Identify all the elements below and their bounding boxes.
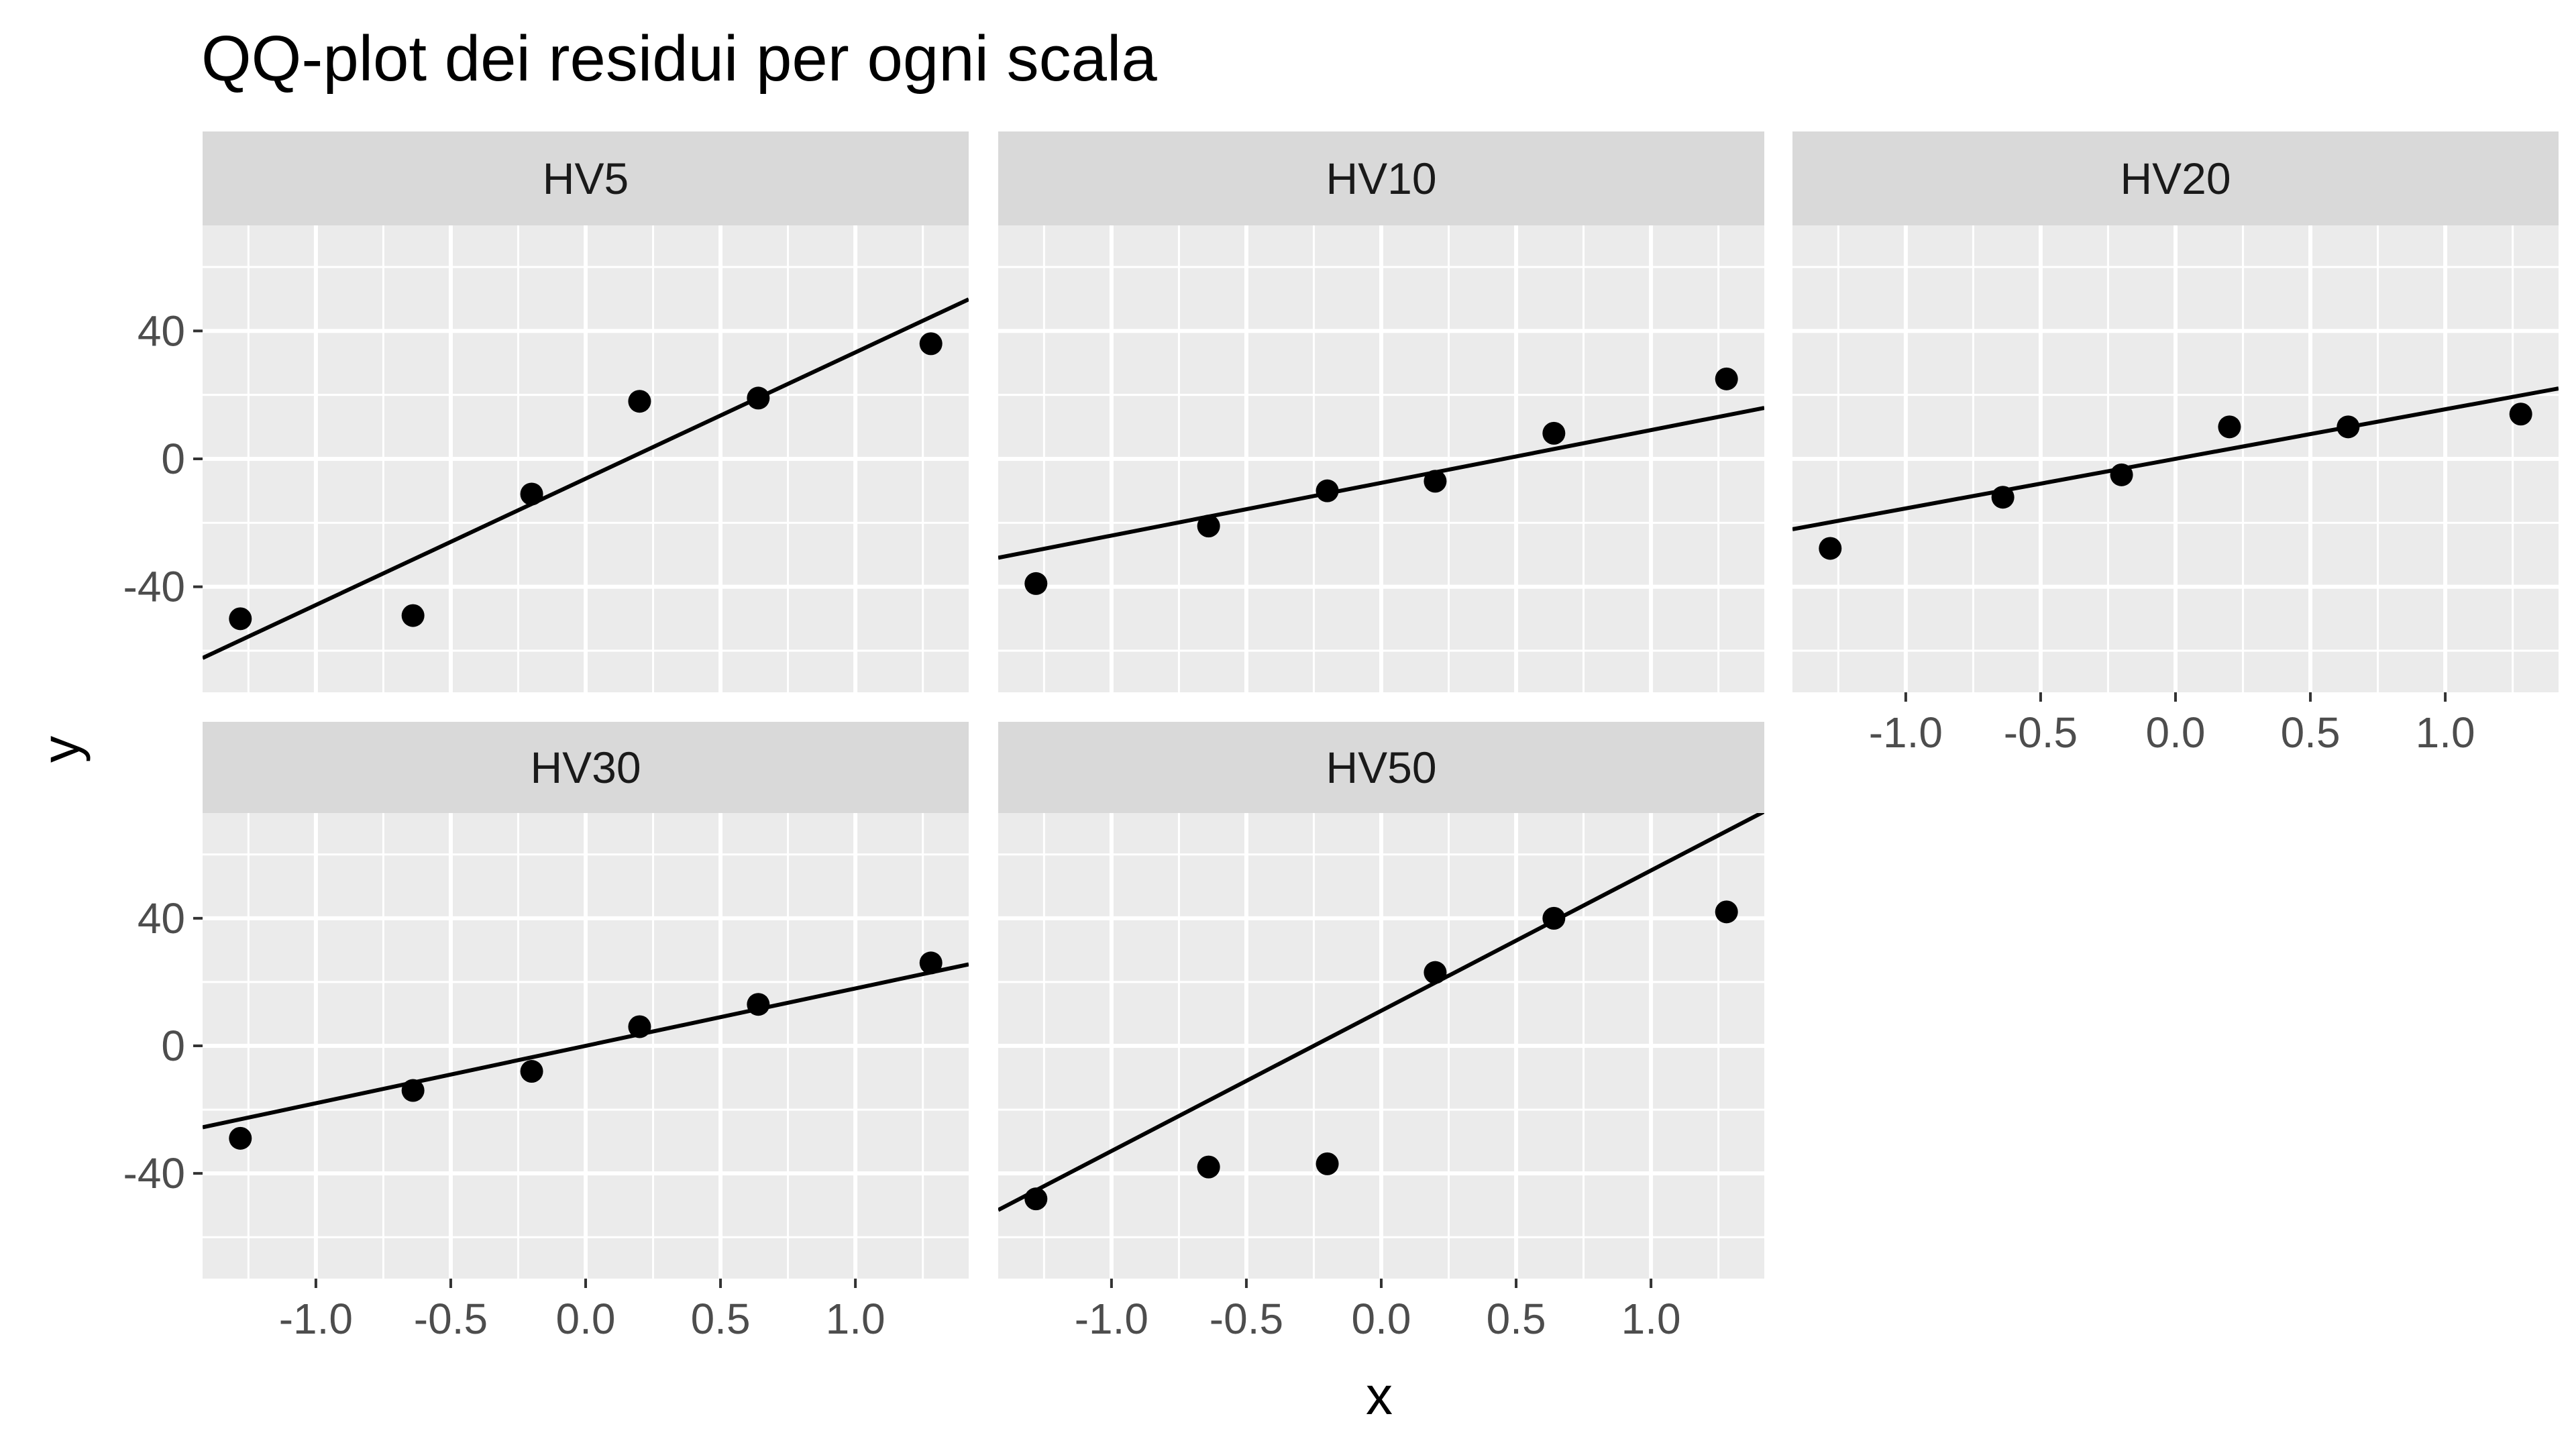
x-tick-label: 0.0 [556,1295,616,1343]
facet-hv30: HV30 -40 0 40 -1.0 -0.5 0.0 0.5 1.0 [123,722,969,1343]
facet-strip [1792,131,2559,225]
y-tick-label: -40 [123,1149,186,1197]
facet-strip-label: HV5 [543,154,629,203]
qq-reference-line [998,406,1764,560]
chart-title: QQ-plot dei residui per ogni scala [201,23,1157,95]
data-point [2218,415,2241,439]
data-point [1316,479,1339,502]
x-tick-label: -1.0 [279,1295,353,1343]
data-point [1715,367,1738,390]
data-point [1542,906,1566,930]
data-point [229,1126,252,1150]
facet-strip-label: HV50 [1326,743,1436,792]
data-point [401,1079,425,1102]
data-point [520,482,543,506]
data-point [1024,572,1048,595]
data-point [1819,537,1842,560]
data-point [1197,1155,1220,1179]
x-tick-label: 0.5 [1487,1295,1546,1343]
data-point [1024,1187,1048,1211]
qq-reference-line [1792,386,2559,531]
data-point [1542,421,1566,445]
facet-strip [998,722,1764,813]
data-point [747,993,770,1016]
x-tick-label: 0.5 [691,1295,751,1343]
qq-reference-line [998,813,1764,1212]
facet-strip [203,722,969,813]
x-tick-label: -0.5 [1210,1295,1283,1343]
facet-hv5: HV5 -40 0 40 [123,131,969,692]
facet-strip [998,131,1764,225]
data-point [1424,470,1447,493]
data-point [2110,463,2133,486]
qq-reference-line [203,962,969,1130]
y-tick-label: -40 [123,563,186,611]
facet-hv50: HV50 -1.0 -0.5 0.0 0.5 1.0 [998,722,1764,1343]
panel-grid [203,225,969,692]
data-point [919,951,943,975]
facet-strip-label: HV30 [530,743,641,792]
data-point [1424,961,1447,984]
x-tick-label: 0.0 [2146,708,2206,757]
y-tick-label: 0 [161,1022,185,1070]
facet-hv20: HV20 -1.0 -0.5 0.0 0.5 1.0 [1792,131,2559,757]
y-axis-title: y [31,736,91,763]
x-tick-label: -1.0 [1869,708,1943,757]
facet-strip-label: HV10 [1326,154,1436,203]
data-point [1715,900,1738,924]
x-tick-label: 0.5 [2281,708,2341,757]
x-tick-label: 1.0 [2416,708,2475,757]
y-tick-label: 40 [138,307,185,355]
x-tick-label: -1.0 [1075,1295,1148,1343]
facet-panels: HV5 -40 0 40 HV10 HV20 -1.0 -0.5 0.0 0.5 1.0 HV30 -4… [123,131,2559,1343]
x-axis-title: x [1366,1366,1393,1426]
panel-grid [998,225,1764,692]
data-point [520,1060,543,1083]
data-point [2509,402,2532,426]
x-tick-label: 0.0 [1352,1295,1411,1343]
facet-hv10: HV10 [998,131,1764,692]
y-tick-label: 40 [138,894,185,943]
data-point [1991,486,2015,509]
x-tick-label: -0.5 [2004,708,2078,757]
data-point [628,1015,651,1038]
data-point [1197,515,1220,538]
data-point [747,386,770,410]
data-point [2337,415,2360,439]
y-tick-label: 0 [161,435,185,483]
data-point [1316,1152,1339,1175]
panel-grid [998,813,1764,1279]
facet-strip-label: HV20 [2120,154,2231,203]
x-tick-label: 1.0 [1621,1295,1681,1343]
qq-reference-line [203,297,969,660]
x-tick-label: -0.5 [414,1295,488,1343]
facet-strip [203,131,969,225]
data-point [919,332,943,356]
panel-grid [203,813,969,1279]
data-point [229,607,252,631]
data-point [628,390,651,413]
panel-grid [1792,225,2559,692]
data-point [401,604,425,627]
x-tick-label: 1.0 [826,1295,885,1343]
